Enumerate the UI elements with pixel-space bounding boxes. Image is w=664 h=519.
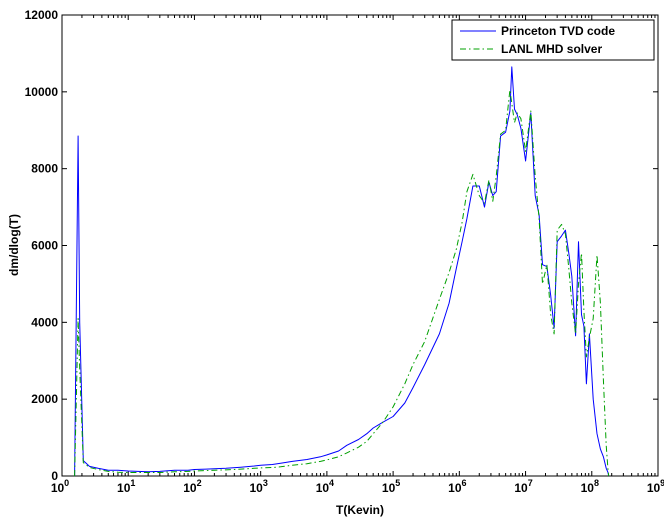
legend: Princeton TVD code LANL MHD solver	[451, 19, 655, 61]
y-axis-ticks: 0 2000 4000 6000 8000 10000 12000	[25, 8, 658, 483]
x-tick-base: 10	[514, 481, 528, 495]
y-tick-label: 12000	[25, 8, 59, 22]
x-tick-exp: 6	[462, 478, 467, 488]
x-tick-base: 10	[183, 481, 197, 495]
y-tick-label: 10000	[25, 85, 59, 99]
x-tick-exp: 8	[594, 478, 599, 488]
y-tick-label: 6000	[31, 239, 58, 253]
x-tick-exp: 3	[263, 478, 268, 488]
x-tick-label: 101	[117, 478, 135, 495]
x-tick-exp: 0	[64, 478, 69, 488]
x-tick-base: 10	[382, 481, 396, 495]
x-tick-label: 109	[647, 478, 664, 495]
legend-box	[451, 19, 655, 61]
x-axis-title: T(Kevin)	[336, 503, 384, 517]
y-tick-label: 0	[51, 469, 58, 483]
series-layer	[74, 66, 610, 477]
legend-label-lanl: LANL MHD solver	[501, 42, 602, 56]
x-tick-label: 108	[581, 478, 599, 495]
x-tick-exp: 5	[395, 478, 400, 488]
x-tick-label: 102	[183, 478, 201, 495]
y-tick-label: 4000	[31, 315, 58, 329]
x-tick-exp: 1	[130, 478, 135, 488]
x-tick-base: 10	[581, 481, 595, 495]
x-tick-base: 10	[51, 481, 65, 495]
x-tick-label: 100	[51, 478, 69, 495]
x-tick-label: 105	[382, 478, 400, 495]
x-tick-label: 103	[249, 478, 267, 495]
x-tick-base: 10	[316, 481, 330, 495]
x-tick-label: 106	[448, 478, 466, 495]
x-tick-exp: 7	[528, 478, 533, 488]
y-tick-label: 2000	[31, 392, 58, 406]
x-tick-base: 10	[249, 481, 263, 495]
x-tick-label: 104	[316, 478, 334, 495]
y-axis-title: dm/dlog(T)	[7, 214, 21, 276]
legend-label-princeton: Princeton TVD code	[501, 24, 615, 38]
x-tick-base: 10	[448, 481, 462, 495]
x-axis-ticks: 100 101 102 103 104 105 106 107 108 109	[51, 15, 664, 495]
x-tick-base: 10	[647, 481, 661, 495]
x-tick-base: 10	[117, 481, 131, 495]
y-tick-label: 8000	[31, 162, 58, 176]
plot-area	[61, 14, 659, 477]
x-tick-label: 107	[514, 478, 532, 495]
x-tick-exp: 9	[660, 478, 664, 488]
series-line-lanl	[74, 89, 610, 477]
x-tick-exp: 4	[329, 478, 334, 488]
x-tick-exp: 2	[197, 478, 202, 488]
series-line-princeton	[74, 66, 610, 477]
